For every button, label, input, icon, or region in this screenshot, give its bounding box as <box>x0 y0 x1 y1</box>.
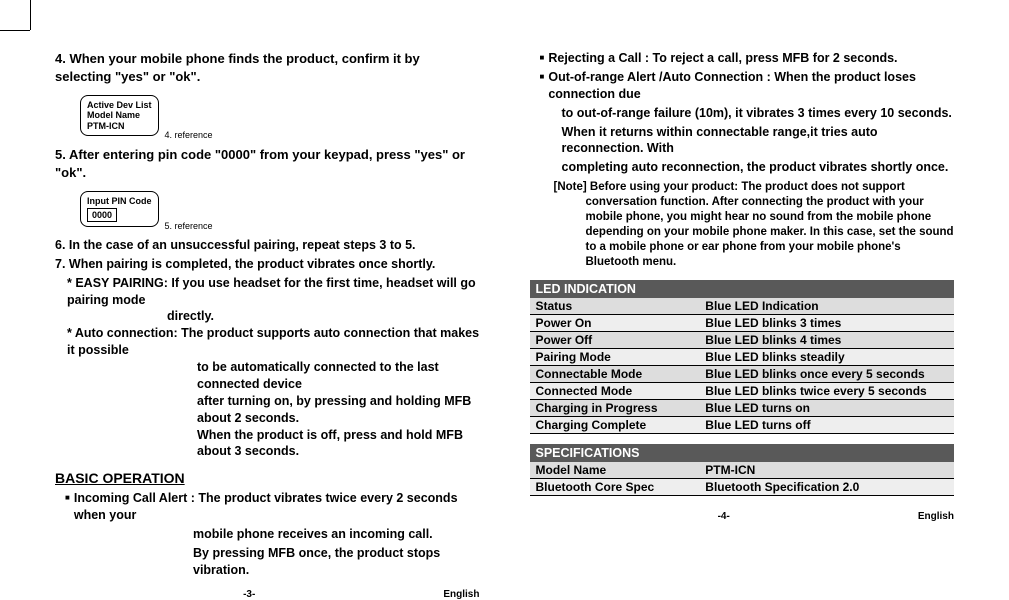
inc-l3: By pressing MFB once, the product stops … <box>55 545 480 579</box>
page-num-3: -3- <box>243 589 255 600</box>
oor-l3: When it returns within connectable range… <box>530 124 955 158</box>
table-row: Power OnBlue LED blinks 3 times <box>530 314 955 331</box>
box4-l2: Model Name <box>87 110 152 120</box>
step7: 7. When pairing is completed, the produc… <box>55 256 480 273</box>
auto-l2: to be automatically connected to the las… <box>67 359 480 393</box>
box5-l1: Input PIN Code <box>87 196 152 206</box>
auto-l4: When the product is off, press and hold … <box>67 427 480 461</box>
led-indication-hdr: LED INDICATION <box>530 280 955 298</box>
table-row: Charging in ProgressBlue LED turns on <box>530 399 955 416</box>
oor-l2: to out-of-range failure (10m), it vibrat… <box>530 105 955 122</box>
bullet-icon: ■ <box>540 50 545 67</box>
rej: Rejecting a Call : To reject a call, pre… <box>548 50 897 67</box>
basic-operation-hdr: BASIC OPERATION <box>55 470 480 486</box>
oor-l1: Out-of-range Alert /Auto Connection : Wh… <box>548 69 954 103</box>
page-4: ■ Rejecting a Call : To reject a call, p… <box>505 50 980 522</box>
easy-l2: directly. <box>67 308 480 325</box>
box5-l2: 0000 <box>87 208 117 222</box>
table-row: Connected ModeBlue LED blinks twice ever… <box>530 382 955 399</box>
page-num-4: -4- <box>718 511 730 522</box>
oor-l4: completing auto reconnection, the produc… <box>530 159 955 176</box>
lang-3: English <box>443 589 479 600</box>
ref4: 4. reference <box>165 130 213 140</box>
note: [Note] Before using your product: The pr… <box>548 180 955 270</box>
table-row: Charging CompleteBlue LED turns off <box>530 416 955 433</box>
ref5: 5. reference <box>165 221 213 231</box>
inc-l2: mobile phone receives an incoming call. <box>55 526 480 543</box>
led-table: StatusBlue LED Indication Power OnBlue L… <box>530 298 955 434</box>
crop-mark <box>0 30 30 31</box>
table-row: Connectable ModeBlue LED blinks once eve… <box>530 365 955 382</box>
bullet-icon: ■ <box>65 490 70 524</box>
table-row: Pairing ModeBlue LED blinks steadily <box>530 348 955 365</box>
auto-l1: * Auto connection: The product supports … <box>67 325 480 359</box>
table-row: StatusBlue LED Indication <box>530 298 955 315</box>
step4: 4. When your mobile phone finds the prod… <box>55 50 480 85</box>
page-3: 4. When your mobile phone finds the prod… <box>30 50 505 522</box>
spec-table: Model NamePTM-ICN Bluetooth Core SpecBlu… <box>530 462 955 496</box>
table-row: Power OffBlue LED blinks 4 times <box>530 331 955 348</box>
auto-l3: after turning on, by pressing and holdin… <box>67 393 480 427</box>
box4-l1: Active Dev List <box>87 100 152 110</box>
crop-mark <box>30 0 31 30</box>
table-row: Model NamePTM-ICN <box>530 462 955 479</box>
bullet-icon: ■ <box>540 69 545 103</box>
table-row: Bluetooth Core SpecBluetooth Specificati… <box>530 478 955 495</box>
step6: 6. In the case of an unsuccessful pairin… <box>55 237 480 254</box>
step5: 5. After entering pin code "0000" from y… <box>55 146 480 181</box>
phone-box-5: Input PIN Code 0000 <box>80 191 159 227</box>
box4-l3: PTM-ICN <box>87 121 152 131</box>
inc-l1: Incoming Call Alert : The product vibrat… <box>74 490 480 524</box>
specifications-hdr: SPECIFICATIONS <box>530 444 955 462</box>
easy-l1: * EASY PAIRING: If you use headset for t… <box>67 275 480 309</box>
lang-4: English <box>918 511 954 522</box>
phone-box-4: Active Dev List Model Name PTM-ICN <box>80 95 159 136</box>
